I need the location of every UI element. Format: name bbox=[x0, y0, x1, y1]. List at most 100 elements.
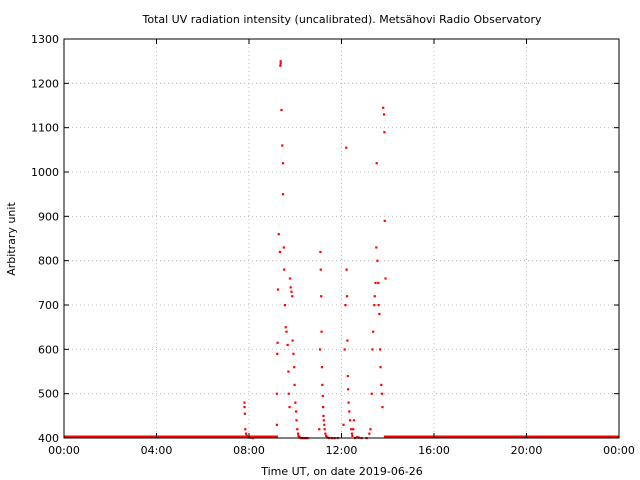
data-point bbox=[343, 348, 346, 351]
data-point bbox=[344, 304, 347, 307]
data-point bbox=[348, 419, 352, 422]
data-point bbox=[296, 432, 300, 435]
data-point bbox=[351, 434, 354, 437]
y-tick-label: 1300 bbox=[31, 33, 59, 46]
data-point bbox=[323, 423, 326, 426]
data-point bbox=[382, 113, 386, 116]
data-point bbox=[320, 295, 323, 298]
y-tick-label: 400 bbox=[38, 432, 59, 445]
data-point bbox=[377, 281, 380, 285]
data-point bbox=[345, 268, 348, 271]
data-point bbox=[376, 259, 379, 262]
data-point bbox=[322, 419, 325, 422]
data-point bbox=[295, 419, 298, 422]
data-point bbox=[374, 281, 377, 285]
x-tick-label: 04:00 bbox=[141, 444, 173, 457]
data-point bbox=[279, 64, 282, 67]
data-point bbox=[294, 401, 297, 404]
data-point bbox=[295, 410, 298, 413]
data-point bbox=[377, 304, 380, 307]
data-point bbox=[373, 295, 376, 298]
data-point bbox=[346, 374, 349, 378]
y-tick-label: 1200 bbox=[31, 77, 59, 90]
data-point bbox=[352, 419, 356, 422]
x-axis-label: Time UT, on date 2019-06-26 bbox=[260, 465, 423, 478]
data-point bbox=[244, 428, 247, 431]
data-point bbox=[381, 405, 384, 409]
data-point bbox=[247, 436, 250, 439]
data-point bbox=[290, 290, 293, 293]
data-point bbox=[373, 304, 376, 307]
data-point bbox=[375, 246, 378, 249]
data-point bbox=[325, 434, 328, 437]
data-point bbox=[284, 326, 287, 329]
data-point bbox=[320, 330, 323, 333]
data-point bbox=[292, 352, 295, 355]
data-point bbox=[279, 62, 282, 65]
data-point bbox=[291, 295, 294, 298]
y-tick-label: 1100 bbox=[31, 122, 59, 135]
data-point bbox=[276, 288, 280, 291]
data-point bbox=[319, 268, 322, 271]
y-tick-label: 500 bbox=[38, 388, 59, 401]
x-tick-labels: 00:00 04:00 08:00 12:00 16:00 20:00 00:00 bbox=[48, 444, 635, 457]
data-point bbox=[378, 312, 381, 316]
data-point bbox=[283, 268, 286, 271]
y-tick-label: 1000 bbox=[31, 166, 59, 179]
x-tick-label: 20:00 bbox=[511, 444, 543, 457]
data-point bbox=[379, 366, 382, 369]
data-point bbox=[293, 383, 296, 386]
data-point bbox=[286, 343, 289, 347]
data-point bbox=[283, 304, 287, 307]
data-point bbox=[320, 366, 324, 369]
tick-marks bbox=[63, 38, 620, 439]
data-point bbox=[346, 339, 349, 342]
data-point bbox=[319, 250, 322, 253]
data-point bbox=[342, 423, 345, 426]
y-tick-label: 700 bbox=[38, 299, 59, 312]
data-point bbox=[280, 108, 283, 112]
data-point bbox=[350, 432, 354, 435]
x-tick-label: 16:00 bbox=[418, 444, 450, 457]
data-point bbox=[355, 436, 359, 439]
data-point bbox=[347, 401, 350, 404]
x-tick-label: 12:00 bbox=[326, 444, 358, 457]
data-point bbox=[382, 106, 385, 109]
data-point bbox=[291, 339, 294, 342]
data-point bbox=[322, 414, 325, 418]
data-point bbox=[289, 286, 292, 289]
data-point bbox=[321, 394, 324, 398]
data-point bbox=[369, 428, 372, 431]
data-point bbox=[384, 277, 387, 280]
data-point bbox=[276, 341, 279, 344]
data-point bbox=[276, 352, 279, 355]
data-point bbox=[244, 432, 248, 435]
data-point bbox=[383, 131, 386, 134]
data-point bbox=[243, 412, 246, 415]
data-point bbox=[287, 392, 290, 395]
data-point bbox=[350, 428, 353, 431]
data-point bbox=[288, 277, 292, 280]
data-point bbox=[243, 401, 246, 404]
data-point bbox=[275, 423, 278, 426]
data-point bbox=[297, 434, 300, 437]
data-point bbox=[282, 246, 285, 249]
chart-title: Total UV radiation intensity (uncalibrat… bbox=[142, 13, 542, 26]
data-point bbox=[348, 410, 351, 413]
data-point bbox=[281, 162, 285, 165]
x-tick-label: 08:00 bbox=[233, 444, 265, 457]
data-point bbox=[281, 193, 285, 196]
data-point bbox=[375, 162, 378, 165]
y-tick-label: 800 bbox=[38, 255, 59, 268]
y-tick-label: 900 bbox=[38, 210, 59, 223]
data-point bbox=[318, 348, 322, 351]
data-point bbox=[318, 428, 321, 431]
data-point bbox=[243, 405, 246, 409]
data-point bbox=[372, 330, 375, 333]
data-point bbox=[380, 392, 384, 395]
x-tick-label: 00:00 bbox=[603, 444, 635, 457]
data-point bbox=[285, 330, 288, 333]
data-point bbox=[368, 432, 371, 435]
